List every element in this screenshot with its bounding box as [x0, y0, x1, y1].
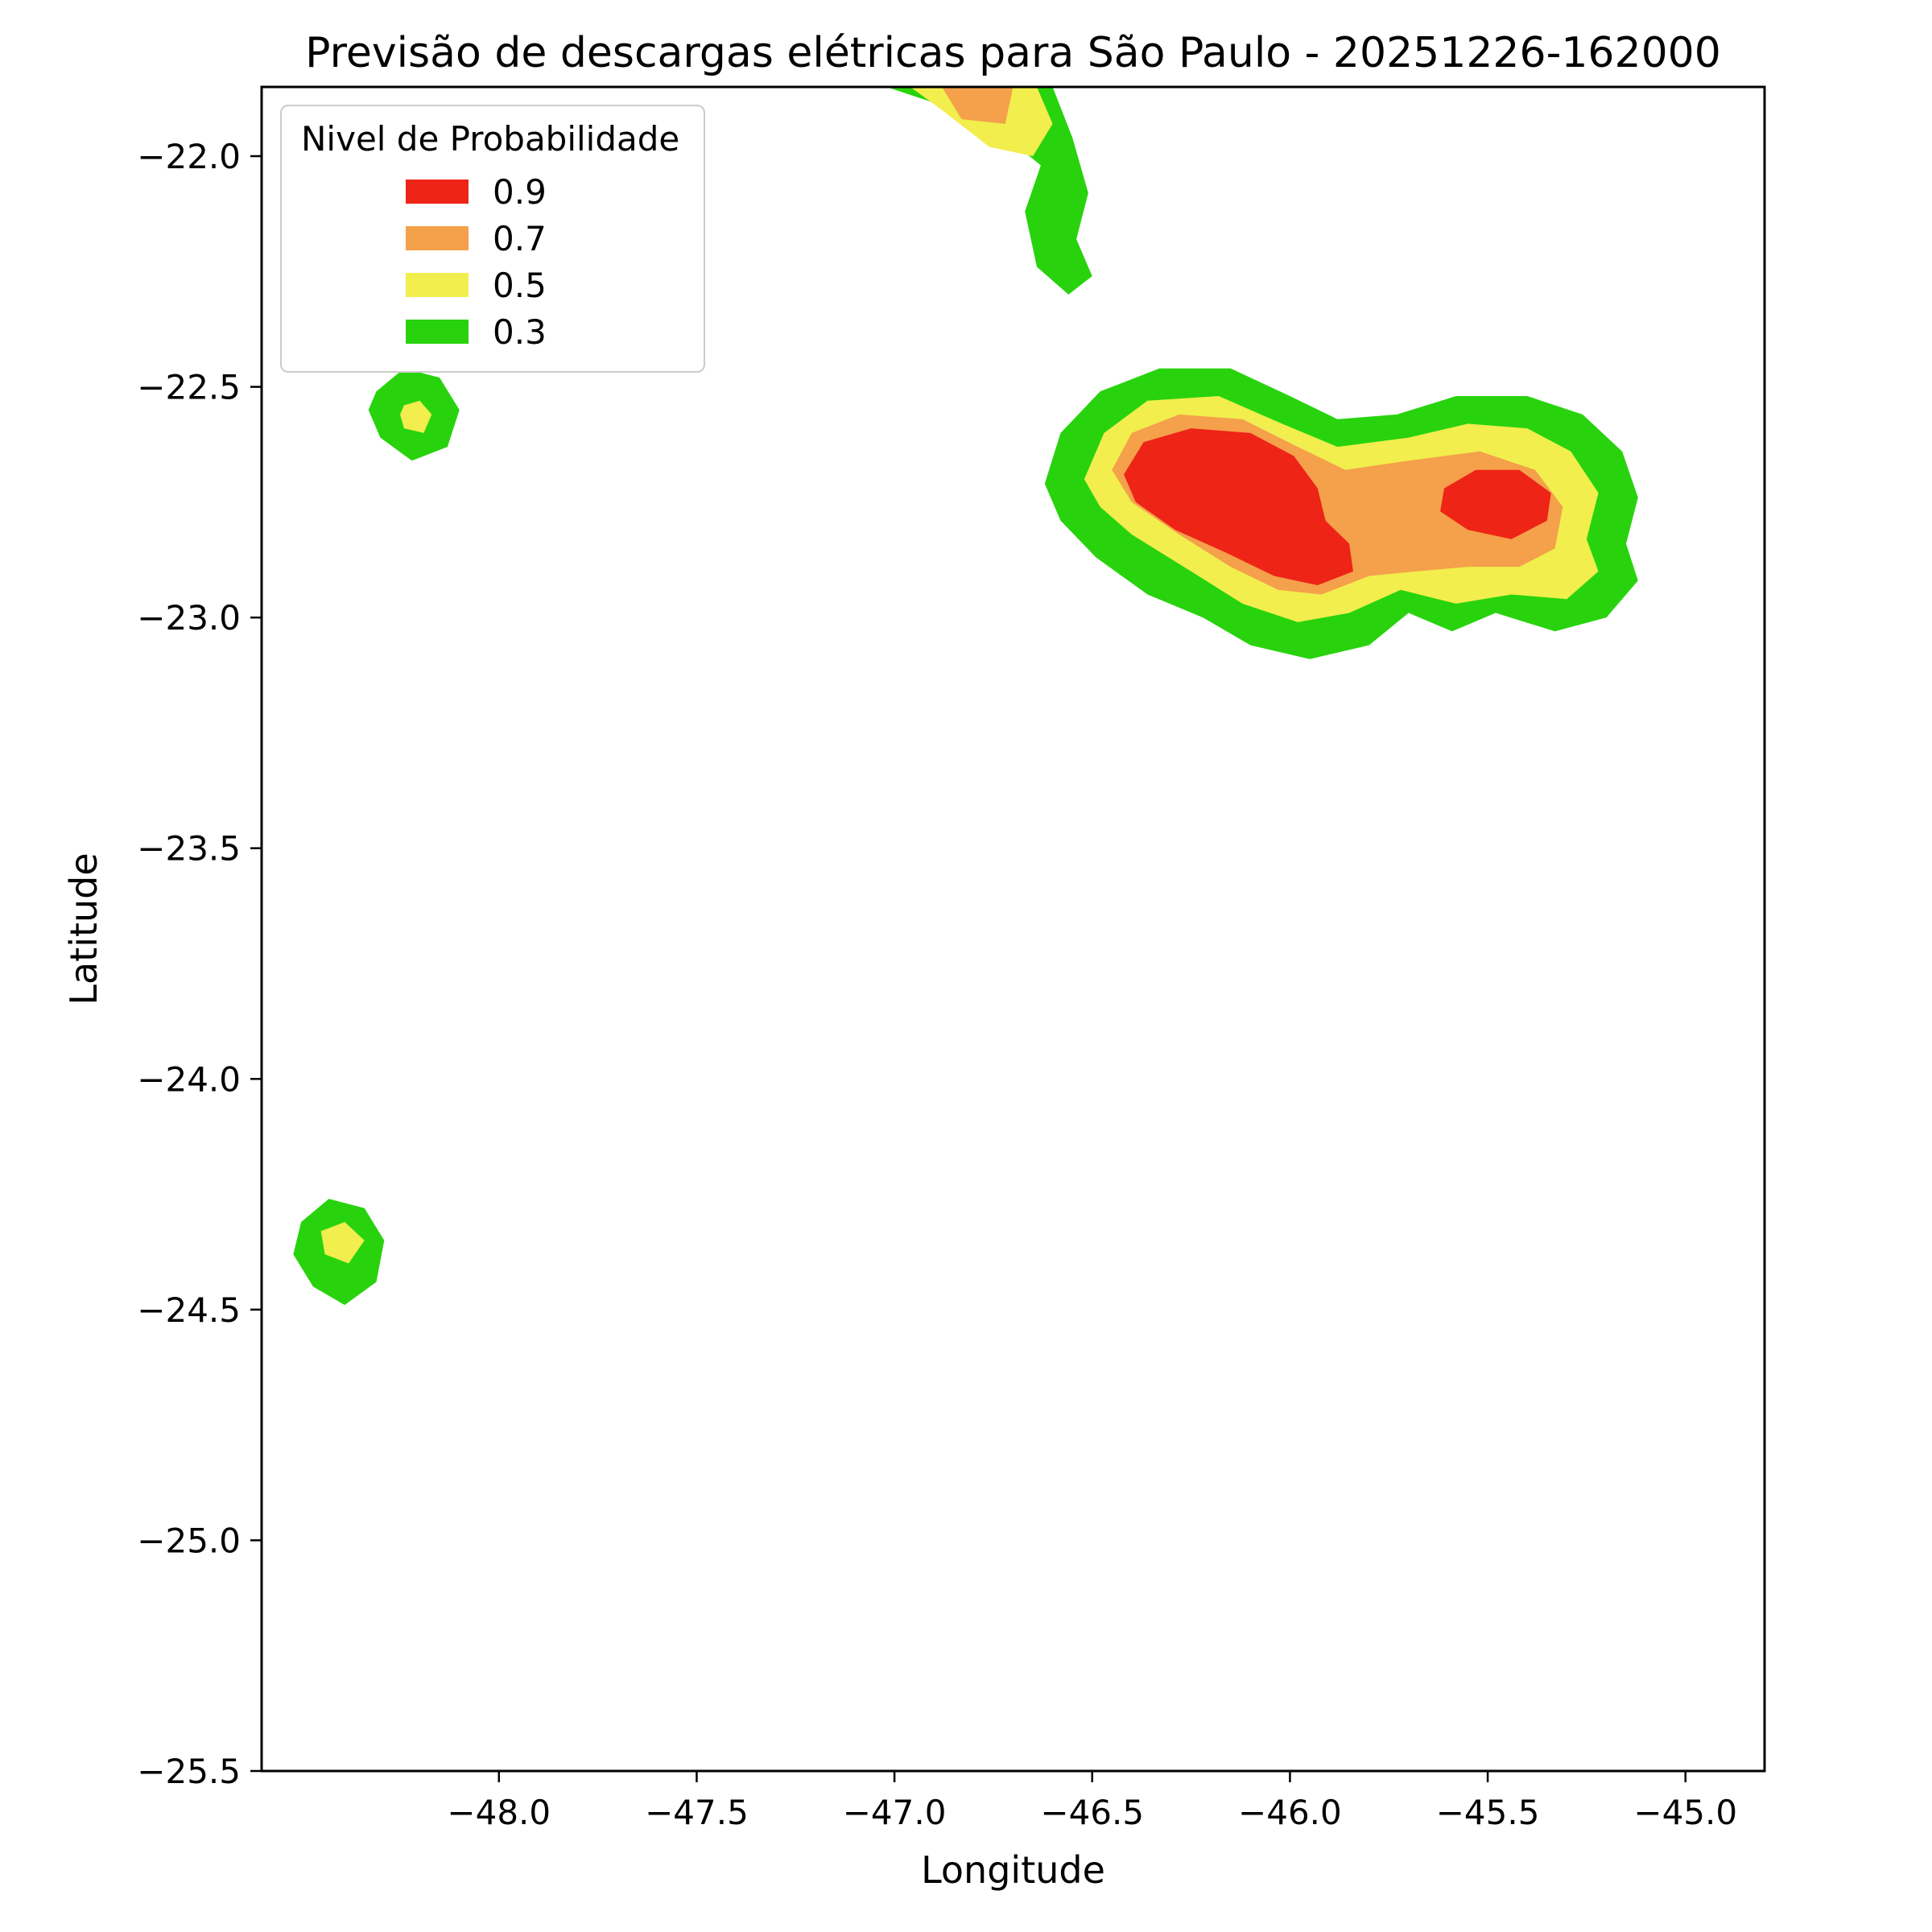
legend-item: 0.3: [301, 308, 679, 355]
contour-region-north-cell-p05: [910, 87, 1053, 156]
y-tick-label: −25.5: [137, 1752, 241, 1791]
legend: Nivel de Probabilidade 0.9 0.7 0.5 0.3: [280, 105, 706, 373]
legend-item: 0.9: [301, 168, 679, 215]
legend-title: Nivel de Probabilidade: [301, 119, 680, 159]
chart-title: Previsão de descargas elétricas para São…: [305, 29, 1721, 77]
legend-items: 0.9 0.7 0.5 0.3: [301, 168, 679, 355]
y-tick-label: −24.0: [137, 1059, 241, 1099]
y-tick-label: −24.5: [137, 1290, 241, 1330]
legend-swatch: [406, 180, 469, 204]
x-tick-label: −46.5: [1040, 1793, 1144, 1832]
legend-label: 0.5: [493, 265, 547, 305]
y-tick-label: −22.5: [137, 368, 241, 407]
plot-border: [260, 85, 1766, 1773]
legend-label: 0.3: [493, 312, 547, 352]
x-tick-label: −45.5: [1436, 1793, 1540, 1832]
contour-region-west-small-cell-p05: [400, 400, 432, 433]
legend-swatch: [406, 320, 469, 344]
legend-swatch: [406, 273, 469, 297]
x-axis-label: Longitude: [921, 1848, 1105, 1892]
y-axis-label: Latitude: [62, 852, 105, 1005]
y-tick-label: −23.0: [137, 598, 241, 638]
y-tick-label: −22.0: [137, 137, 241, 176]
y-tick-label: −23.5: [137, 829, 241, 869]
contour-region-east-main-cell-east-core-p09: [1440, 469, 1551, 539]
contour-regions: [293, 87, 1638, 1306]
legend-swatch: [406, 226, 469, 250]
x-tick-label: −47.0: [843, 1793, 947, 1832]
contour-region-southwest-cell-p05: [320, 1222, 365, 1264]
x-tick-label: −45.0: [1633, 1793, 1737, 1832]
y-tick-label: −25.0: [137, 1521, 241, 1560]
x-tick-label: −48.0: [447, 1793, 551, 1832]
contour-region-east-main-cell-west-core-p09: [1124, 428, 1353, 585]
legend-label: 0.9: [493, 171, 547, 212]
legend-item: 0.5: [301, 262, 679, 308]
x-tick-label: −47.5: [645, 1793, 749, 1832]
contour-region-north-cell-p07: [942, 87, 1013, 124]
legend-item: 0.7: [301, 215, 679, 262]
legend-label: 0.7: [493, 218, 547, 258]
x-tick-label: −46.0: [1238, 1793, 1342, 1832]
